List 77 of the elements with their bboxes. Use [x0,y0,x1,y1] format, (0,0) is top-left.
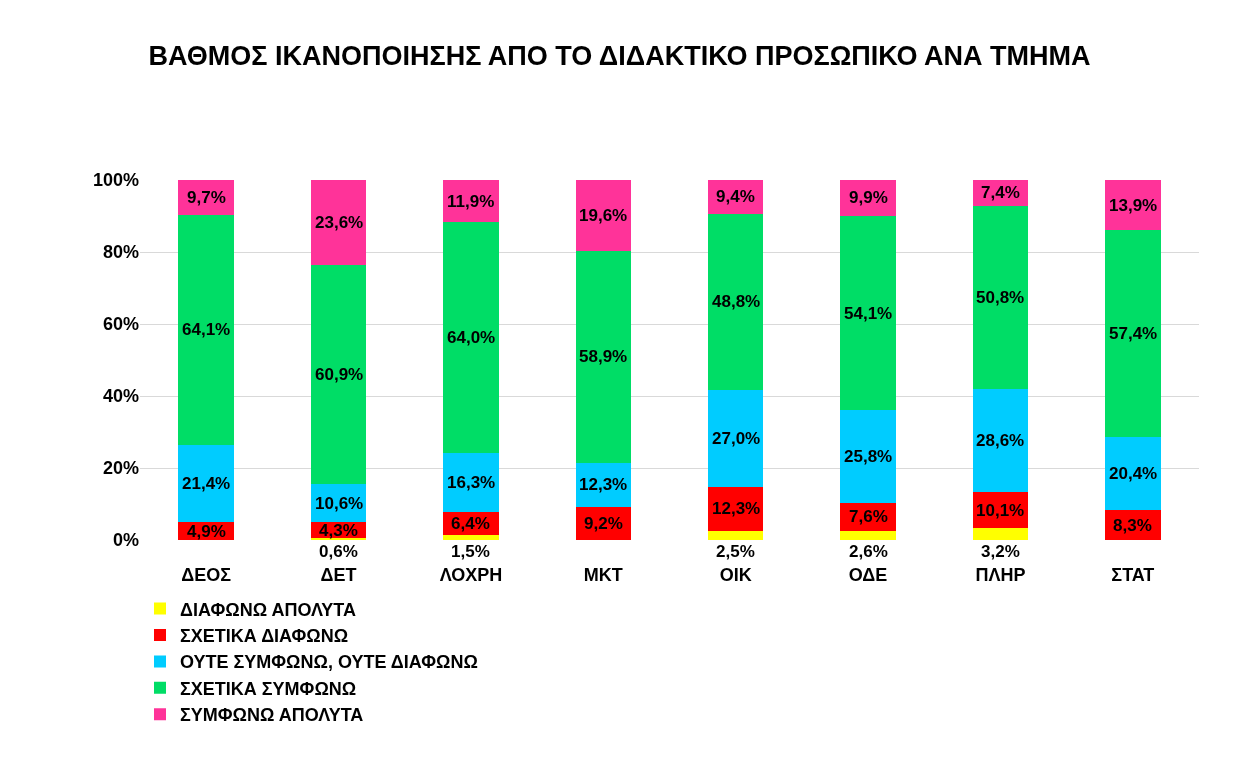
data-label: 19,6% [579,206,628,225]
legend-label: ΔΙΑΦΩΝΩ ΑΠΟΛΥΤΑ [180,599,356,620]
bar [575,180,632,251]
data-label: 1,5% [451,542,490,561]
data-label: 57,4% [1109,324,1158,343]
x-tick-label: ΔΕΟΣ [181,565,232,585]
y-tick-label: 80% [102,242,139,263]
x-tick-label: ΜΚΤ [583,565,623,585]
bar [575,250,632,463]
data-label: 48,8% [712,292,761,311]
data-label: 9,9% [849,188,888,207]
x-tick-label: ΠΛΗΡ [975,565,1026,585]
data-label: 54,1% [844,304,893,323]
data-label: 7,6% [849,507,888,526]
data-label: 28,6% [976,431,1025,450]
data-label: 50,8% [976,288,1025,307]
x-tick-label: ΔΕΤ [320,565,357,585]
legend-label: ΟΥΤΕ ΣΥΜΦΩΝΩ, ΟΥΤΕ ΔΙΑΦΩΝΩ [180,652,478,673]
bar [707,213,764,390]
bar [1105,436,1161,511]
bar [840,215,896,411]
data-label: 60,9% [315,365,364,384]
data-label: 20,4% [1109,464,1158,483]
data-label: 13,9% [1109,196,1158,215]
data-label: 21,4% [182,474,231,493]
bar [972,206,1029,390]
x-tick-label: ΣΤΑΤ [1111,565,1155,585]
bar [840,530,896,540]
bar [707,389,764,487]
legend-label: ΣΥΜΦΩΝΩ ΑΠΟΛΥΤΑ [180,705,364,726]
bar [443,534,499,540]
data-label: 4,3% [319,521,358,540]
data-label: 27,0% [712,429,761,448]
data-label: 7,4% [981,183,1020,202]
bar [178,445,234,523]
data-label: 9,7% [187,188,226,207]
data-label: 2,5% [716,542,755,561]
data-label: 25,8% [844,447,893,466]
bar [1105,230,1161,437]
data-label: 12,3% [712,499,761,518]
data-label: 64,0% [447,328,496,347]
data-label: 16,3% [447,473,496,492]
y-tick-label: 60% [102,314,139,335]
y-tick-label: 100% [92,170,139,191]
data-label: 23,6% [315,213,364,232]
legend-label: ΣΧΕΤΙΚΑ ΣΥΜΦΩΝΩ [180,678,357,699]
data-label: 2,6% [849,542,888,561]
bar [840,410,896,504]
bar [443,222,499,453]
data-label: 0,6% [319,542,358,561]
bar [310,180,367,265]
data-label: 6,4% [451,514,490,533]
data-label: 9,2% [584,514,623,533]
y-tick-label: 40% [102,386,139,407]
data-label: 64,1% [182,320,231,339]
bar [972,389,1029,493]
y-tick-label: 0% [112,530,139,551]
bar [178,214,234,446]
x-tick-label: ΟΔΕ [848,565,888,585]
y-tick-label: 20% [102,458,139,479]
bar [443,452,499,512]
bar [310,264,367,485]
data-label: 12,3% [579,475,628,494]
data-label: 3,2% [981,542,1020,561]
legend-label: ΣΧΕΤΙΚΑ ΔΙΑΦΩΝΩ [180,626,349,647]
bar [972,528,1029,540]
data-label: 11,9% [447,192,495,211]
data-label: 10,1% [976,501,1025,520]
data-label: 58,9% [579,347,628,366]
data-label: 10,6% [315,494,364,513]
bar [707,531,764,540]
x-tick-label: ΛΟΧΡΗ [439,565,503,585]
data-label: 9,4% [716,187,755,206]
data-label: 8,3% [1113,516,1152,535]
chart-title: ΒΑΘΜΟΣ ΙΚΑΝΟΠΟΙΗΣΗΣ ΑΠΟ ΤΟ ΔΙΔΑΚΤΙΚΟ ΠΡΟΣΩΠΙΚΟ ΑΝΑ ΤΜΗΜΑ [148,40,1091,71]
data-label: 4,9% [187,522,226,541]
x-tick-label: ΟΙΚ [719,565,752,585]
